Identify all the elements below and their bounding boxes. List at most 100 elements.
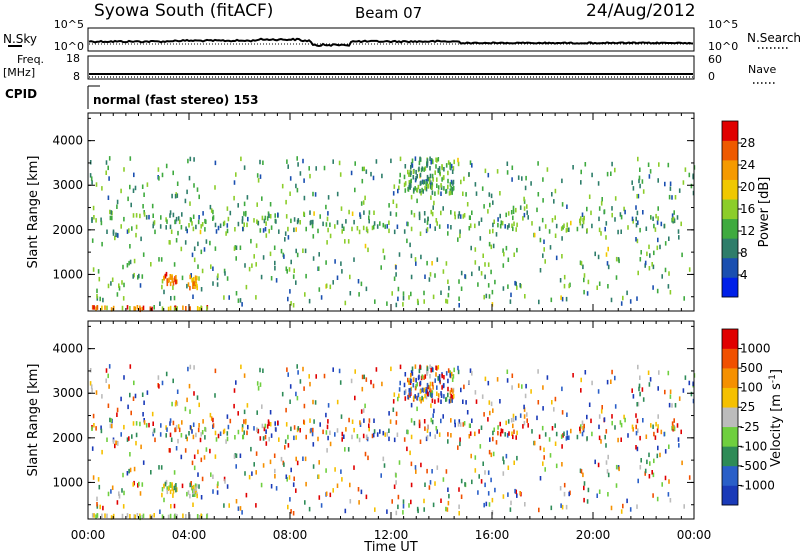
power-echo (690, 183, 693, 189)
power-echo (449, 165, 451, 170)
power-echo (692, 173, 694, 178)
velocity-echo (553, 407, 555, 412)
velocity-echo (393, 484, 396, 489)
velocity-echo (657, 414, 659, 419)
power-echo (550, 297, 553, 303)
power-echo (186, 283, 188, 289)
velocity-echo (122, 472, 124, 478)
velocity-echo (403, 390, 406, 396)
power-echo (270, 276, 273, 281)
velocity-echo (430, 403, 432, 408)
velocity-echo (433, 408, 435, 414)
velocity-echo (295, 435, 297, 440)
power-echo (266, 216, 269, 221)
power-echo (657, 216, 659, 221)
power-echo (492, 222, 494, 228)
power-echo (368, 218, 370, 224)
colorbar-tick-label: 20 (740, 180, 755, 194)
power-echo (92, 267, 95, 272)
velocity-echo (112, 439, 115, 444)
date-label: 24/Aug/2012 (586, 1, 696, 21)
velocity-echo (425, 394, 428, 400)
velocity-echo (511, 385, 513, 390)
velocity-echo (677, 437, 680, 442)
power-echo (590, 210, 592, 216)
colorbar-tick-label: -100 (740, 439, 767, 453)
velocity-echo (423, 419, 426, 424)
velocity-echo (462, 399, 464, 404)
power-echo (104, 305, 106, 310)
power-echo (356, 226, 359, 231)
velocity-echo (490, 401, 493, 407)
power-echo (423, 167, 425, 172)
power-echo (257, 178, 260, 183)
velocity-echo (344, 447, 346, 452)
velocity-echo (452, 374, 455, 379)
velocity-echo (416, 382, 418, 387)
power-echo (165, 217, 167, 222)
velocity-echo (652, 472, 655, 478)
velocity-echo (447, 392, 449, 398)
velocity-echo (579, 468, 582, 473)
velocity-echo (105, 368, 108, 373)
power-echo (195, 278, 197, 283)
velocity-echo (652, 424, 654, 429)
power-echo (664, 267, 667, 273)
power-echo (436, 177, 438, 182)
power-echo (554, 215, 556, 220)
velocity-echo (248, 474, 251, 480)
power-echo (580, 261, 583, 266)
power-echo (388, 220, 390, 225)
power-echo (287, 296, 289, 302)
velocity-echo (631, 424, 634, 430)
power-echo (579, 218, 581, 224)
velocity-echo (429, 388, 432, 393)
velocity-echo (502, 471, 505, 476)
velocity-echo (123, 375, 125, 380)
velocity-echo (261, 423, 264, 429)
power-echo (164, 273, 167, 279)
power-echo (509, 299, 512, 304)
power-echo (513, 252, 515, 257)
velocity-echo (241, 427, 244, 432)
velocity-echo (386, 509, 388, 514)
power-echo (500, 220, 503, 225)
power-echo (295, 183, 297, 189)
power-echo (410, 210, 413, 215)
velocity-echo (126, 471, 129, 476)
velocity-echo (260, 482, 263, 488)
freq-unit-label: [MHz] (3, 66, 35, 79)
power-echo (422, 189, 424, 194)
power-echo (429, 156, 431, 161)
velocity-echo (166, 486, 168, 491)
power-echo (174, 219, 176, 225)
power-echo (514, 280, 516, 286)
velocity-echo (458, 504, 460, 509)
power-echo (201, 222, 204, 227)
power-echo (182, 305, 184, 310)
power-echo (257, 221, 260, 226)
velocity-echo (485, 501, 488, 507)
velocity-echo (513, 429, 515, 434)
power-echo (433, 200, 435, 206)
velocity-echo (234, 435, 236, 440)
power-echo (319, 214, 321, 219)
power-echo (403, 182, 406, 188)
power-echo (197, 219, 200, 225)
velocity-echo (388, 411, 390, 416)
power-echo (607, 264, 610, 270)
power-echo (372, 175, 375, 181)
power-echo (283, 254, 285, 259)
power-echo (635, 237, 637, 242)
power-echo (419, 181, 422, 186)
power-echo (410, 170, 412, 176)
power-echo (587, 279, 590, 285)
power-echo (166, 281, 169, 287)
velocity-echo (583, 485, 585, 491)
power-echo (122, 264, 124, 270)
velocity-echo (287, 504, 289, 510)
velocity-echo (349, 482, 351, 488)
velocity-echo (244, 471, 246, 476)
velocity-echo (341, 431, 344, 437)
velocity-echo (598, 489, 601, 494)
